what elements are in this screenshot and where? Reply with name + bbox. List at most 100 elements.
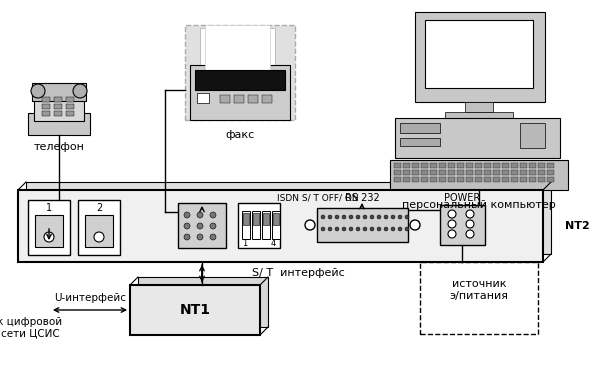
Circle shape (44, 232, 54, 242)
Bar (520, 123, 545, 148)
Bar (529, 170, 536, 175)
Bar (493, 177, 500, 182)
Circle shape (197, 234, 203, 240)
Bar (272, 211, 280, 239)
Text: S/ T  интерфейс: S/ T интерфейс (252, 268, 345, 278)
Circle shape (197, 223, 203, 229)
Bar (439, 170, 446, 175)
Bar (394, 177, 401, 182)
Bar (466, 177, 473, 182)
Bar (130, 285, 260, 335)
Bar (412, 177, 419, 182)
Bar (253, 213, 259, 225)
Circle shape (31, 84, 45, 98)
Circle shape (210, 223, 216, 229)
Circle shape (356, 215, 360, 219)
Bar (466, 163, 473, 168)
Bar (42, 104, 50, 109)
Bar (400, 138, 440, 146)
Bar (520, 163, 527, 168)
Text: к цифровой
сети ЦСИС: к цифровой сети ЦСИС (0, 317, 63, 339)
Circle shape (321, 215, 325, 219)
Circle shape (305, 220, 315, 230)
Bar (195, 70, 285, 90)
Bar (263, 213, 269, 225)
Bar (238, 203, 280, 248)
Bar (28, 113, 90, 135)
Bar (190, 65, 290, 120)
Bar (34, 93, 84, 121)
Bar (502, 163, 509, 168)
Bar (529, 163, 536, 168)
Bar (395, 118, 560, 158)
Text: персональный компьютер: персональный компьютер (402, 200, 556, 210)
Bar (448, 170, 455, 175)
Text: телефон: телефон (34, 142, 84, 152)
Bar (185, 25, 295, 120)
Bar (520, 177, 527, 182)
Bar (475, 177, 482, 182)
Circle shape (349, 215, 353, 219)
Bar (448, 163, 455, 168)
Circle shape (73, 84, 87, 98)
Bar (420, 262, 538, 334)
Circle shape (349, 227, 353, 231)
Bar (273, 213, 279, 225)
Bar (412, 163, 419, 168)
Bar (66, 97, 74, 102)
Bar (511, 177, 518, 182)
Bar (466, 170, 473, 175)
Text: NT1: NT1 (180, 303, 211, 317)
Bar (42, 97, 50, 102)
Circle shape (335, 215, 339, 219)
Bar (54, 97, 62, 102)
Bar (511, 170, 518, 175)
Circle shape (384, 215, 388, 219)
Circle shape (210, 234, 216, 240)
Bar (412, 170, 419, 175)
Circle shape (363, 215, 367, 219)
Circle shape (466, 220, 474, 228)
Circle shape (363, 227, 367, 231)
Bar (421, 163, 428, 168)
Bar (430, 170, 437, 175)
Bar (242, 211, 250, 239)
Text: факс: факс (225, 130, 254, 140)
Circle shape (328, 227, 332, 231)
Bar (394, 163, 401, 168)
Bar (403, 177, 410, 182)
Circle shape (370, 227, 374, 231)
Bar (394, 170, 401, 175)
Circle shape (448, 220, 456, 228)
Bar (430, 163, 437, 168)
Bar (415, 12, 545, 102)
Circle shape (391, 215, 395, 219)
Circle shape (184, 234, 190, 240)
Bar (234, 95, 244, 103)
Text: RS 232: RS 232 (345, 193, 380, 203)
Bar (529, 177, 536, 182)
Bar (421, 177, 428, 182)
Text: 2: 2 (96, 203, 102, 213)
Bar (439, 177, 446, 182)
Bar (457, 170, 464, 175)
Bar (538, 163, 545, 168)
Bar (484, 163, 491, 168)
Circle shape (466, 230, 474, 238)
Circle shape (398, 215, 402, 219)
Circle shape (94, 232, 104, 242)
Circle shape (328, 215, 332, 219)
Bar (262, 211, 270, 239)
Bar (439, 163, 446, 168)
Bar (35, 215, 63, 247)
Bar (28, 200, 70, 255)
Bar (403, 163, 410, 168)
Bar (66, 111, 74, 116)
Bar (457, 163, 464, 168)
Bar (54, 111, 62, 116)
Circle shape (391, 227, 395, 231)
Bar (421, 170, 428, 175)
Circle shape (448, 210, 456, 218)
Bar (538, 177, 545, 182)
Bar (403, 170, 410, 175)
